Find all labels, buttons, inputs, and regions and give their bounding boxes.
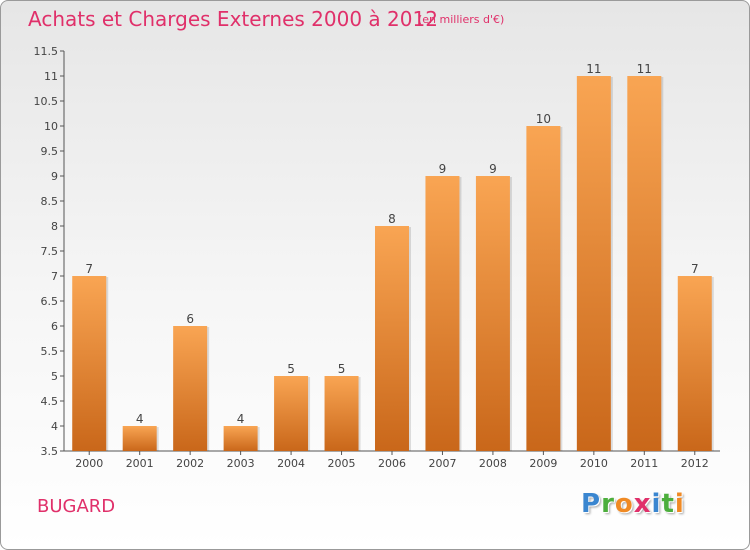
data-label: 5 bbox=[338, 362, 346, 376]
x-tick-label: 2002 bbox=[176, 457, 204, 470]
y-tick-label: 8.5 bbox=[41, 195, 59, 208]
bar bbox=[677, 276, 712, 451]
commune-name: BUGARD bbox=[37, 496, 116, 517]
y-tick-label: 3.5 bbox=[41, 445, 59, 458]
logo-letter: P bbox=[581, 489, 602, 519]
logo-letter: o bbox=[614, 489, 634, 519]
bar bbox=[425, 176, 460, 451]
y-tick-label: 8 bbox=[51, 220, 58, 233]
x-tick-label: 2010 bbox=[580, 457, 608, 470]
data-label: 4 bbox=[237, 412, 245, 426]
data-label: 5 bbox=[287, 362, 295, 376]
bar bbox=[223, 426, 258, 451]
data-label: 9 bbox=[489, 162, 497, 176]
y-tick-label: 11.5 bbox=[34, 45, 59, 58]
y-tick-label: 4.5 bbox=[41, 395, 59, 408]
x-tick-label: 2006 bbox=[378, 457, 406, 470]
y-tick-label: 5 bbox=[51, 370, 58, 383]
y-tick-label: 9 bbox=[51, 170, 58, 183]
y-tick-label: 5.5 bbox=[41, 345, 59, 358]
chart-subtitle: (en milliers d'€) bbox=[418, 13, 505, 26]
y-tick-label: 6.5 bbox=[41, 295, 59, 308]
x-tick-label: 2004 bbox=[277, 457, 305, 470]
logo-letter: i bbox=[674, 489, 685, 519]
bar bbox=[274, 376, 309, 451]
logo-letter: i bbox=[651, 489, 662, 519]
logo-letter: r bbox=[601, 489, 615, 519]
bar bbox=[375, 226, 409, 451]
data-label: 7 bbox=[85, 262, 93, 276]
x-tick-label: 2009 bbox=[529, 457, 557, 470]
x-tick-label: 2000 bbox=[75, 457, 103, 470]
bar bbox=[122, 426, 157, 451]
chart-title: Achats et Charges Externes 2000 à 2012 bbox=[28, 7, 438, 31]
y-tick-label: 7 bbox=[51, 270, 58, 283]
y-tick-label: 10 bbox=[44, 120, 58, 133]
bar bbox=[72, 276, 107, 451]
data-label: 11 bbox=[637, 62, 652, 76]
y-tick-label: 9.5 bbox=[41, 145, 59, 158]
data-label: 11 bbox=[586, 62, 601, 76]
data-label: 6 bbox=[186, 312, 194, 326]
bar bbox=[627, 76, 662, 451]
x-tick-label: 2003 bbox=[227, 457, 255, 470]
data-label: 10 bbox=[536, 112, 551, 126]
data-label: 9 bbox=[439, 162, 447, 176]
x-tick-label: 2011 bbox=[630, 457, 658, 470]
logo-letter: t bbox=[661, 489, 675, 519]
x-tick-label: 2001 bbox=[126, 457, 154, 470]
bar bbox=[526, 126, 561, 451]
x-tick-label: 2012 bbox=[681, 457, 709, 470]
x-tick-label: 2008 bbox=[479, 457, 507, 470]
y-tick-label: 7.5 bbox=[41, 245, 59, 258]
data-label: 4 bbox=[136, 412, 144, 426]
data-label: 7 bbox=[691, 262, 699, 276]
bar bbox=[475, 176, 510, 451]
x-tick-label: 2005 bbox=[328, 457, 356, 470]
y-tick-label: 11 bbox=[44, 70, 58, 83]
y-tick-label: 4 bbox=[51, 420, 58, 433]
y-tick-label: 6 bbox=[51, 320, 58, 333]
x-tick-label: 2007 bbox=[428, 457, 456, 470]
bar bbox=[324, 376, 359, 451]
data-label: 8 bbox=[388, 212, 396, 226]
logo-letter: x bbox=[633, 489, 652, 519]
bar bbox=[576, 76, 611, 451]
bar bbox=[173, 326, 208, 451]
proxiti-logo: Proxiti bbox=[581, 489, 685, 519]
y-tick-label: 10.5 bbox=[34, 95, 59, 108]
